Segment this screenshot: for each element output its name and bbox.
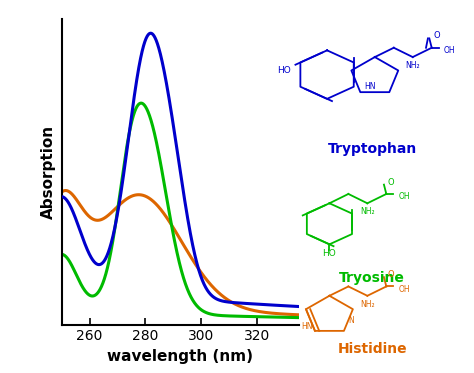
Text: OH: OH [398, 192, 410, 201]
Text: OH: OH [444, 46, 455, 55]
Text: HO: HO [322, 248, 337, 257]
Text: O: O [388, 270, 394, 279]
Text: NH₂: NH₂ [405, 61, 420, 70]
Text: HO: HO [277, 66, 292, 75]
Text: HN: HN [301, 322, 313, 331]
X-axis label: wavelength (nm): wavelength (nm) [107, 349, 253, 364]
Text: O: O [388, 178, 394, 186]
Text: N: N [349, 316, 355, 325]
Text: NH₂: NH₂ [360, 207, 374, 216]
Y-axis label: Absorption: Absorption [41, 125, 56, 219]
Text: HN: HN [365, 82, 376, 91]
Text: OH: OH [398, 285, 410, 294]
Text: O: O [433, 31, 440, 40]
Text: NH₂: NH₂ [360, 300, 374, 309]
Text: Histidine: Histidine [337, 342, 407, 356]
Text: Tryptophan: Tryptophan [328, 142, 417, 156]
Text: Tryosine: Tryosine [339, 271, 405, 285]
